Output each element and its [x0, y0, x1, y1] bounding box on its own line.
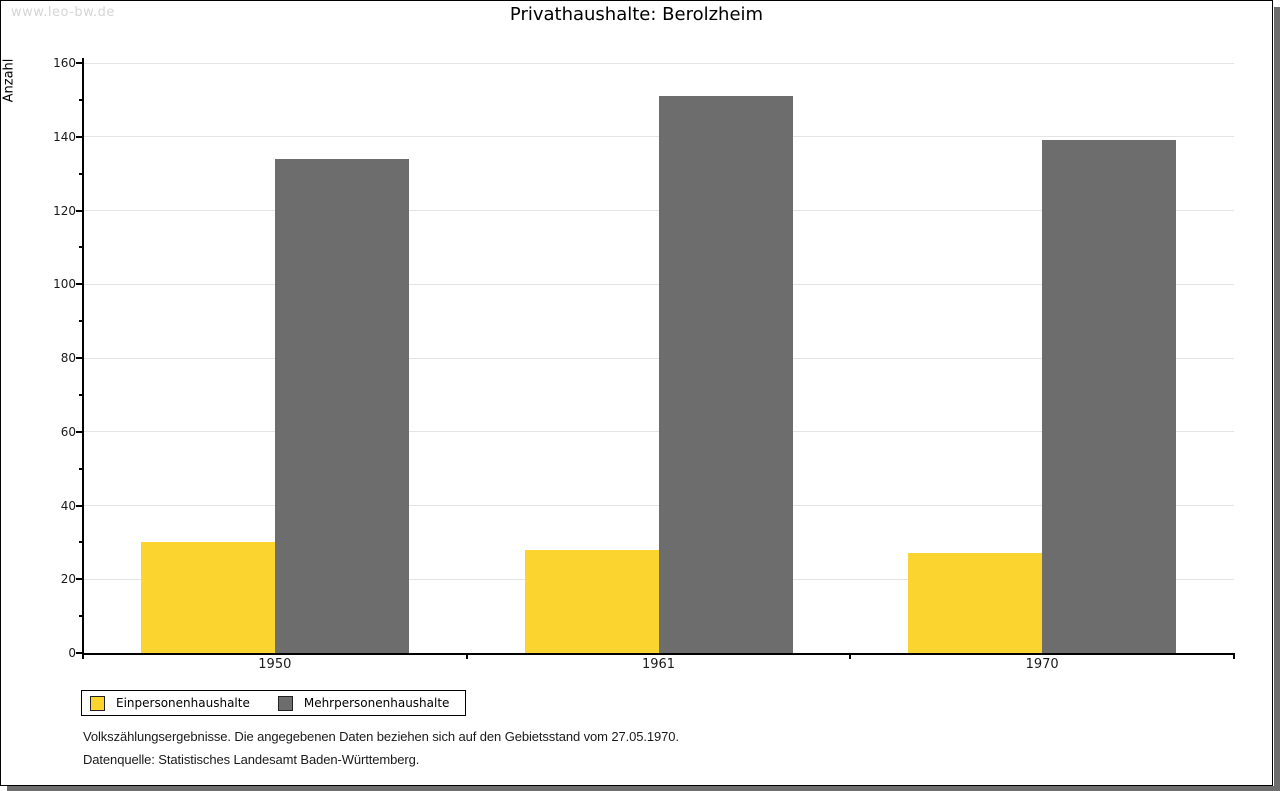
chart-title: Privathaushalte: Berolzheim: [509, 4, 764, 25]
y-major-tick-0: [76, 652, 83, 654]
x-axis-line: [82, 653, 1235, 655]
footnote-gebietsstand: Volkszählungsergebnisse. Die angegebenen…: [83, 729, 679, 744]
y-tick-label-160: 160: [53, 56, 76, 70]
x-boundary-tick-3: [1233, 653, 1235, 659]
y-minor-tick-70: [79, 393, 83, 396]
x-boundary-tick-1: [465, 653, 468, 659]
y-major-tick-40: [76, 504, 83, 507]
y-tick-label-100: 100: [53, 277, 76, 292]
y-minor-tick-10: [79, 615, 83, 618]
legend: Einpersonenhaushalte Mehrpersonenhaushal…: [81, 690, 467, 716]
y-major-tick-80: [76, 357, 83, 359]
y-axis-line: [82, 58, 84, 655]
y-tick-label-120: 120: [53, 203, 76, 218]
legend-label-einpersonenhaushalte: Einpersonenhaushalte: [116, 696, 250, 710]
x-tick-label-1961: 1961: [641, 657, 676, 672]
bar-mehrpersonenhaushalte-1961: [658, 96, 793, 653]
bar-mehrpersonenhaushalte-1970: [1042, 140, 1177, 653]
watermark: www.leo-bw.de: [11, 5, 115, 20]
y-tick-label-40: 40: [60, 498, 76, 513]
x-boundary-tick-0: [82, 653, 84, 659]
y-minor-tick-90: [79, 320, 83, 323]
y-tick-label-0: 0: [68, 646, 76, 660]
y-major-tick-20: [76, 578, 83, 581]
y-major-tick-100: [76, 283, 83, 286]
legend-label-mehrpersonenhaushalte: Mehrpersonenhaushalte: [303, 696, 450, 710]
y-tick-label-60: 60: [60, 424, 76, 439]
footnote-datenquelle: Datenquelle: Statistisches Landesamt Bad…: [83, 752, 420, 767]
y-tick-label-140: 140: [53, 129, 76, 144]
y-major-tick-140: [76, 135, 83, 138]
y-minor-tick-150: [79, 98, 83, 101]
legend-swatch-mehrpersonenhaushalte: [277, 695, 293, 711]
y-major-tick-120: [76, 209, 83, 212]
bar-einpersonenhaushalte-1961: [524, 549, 659, 653]
x-tick-label-1950: 1950: [258, 657, 292, 672]
bar-einpersonenhaushalte-1950: [140, 542, 275, 653]
bar-einpersonenhaushalte-1970: [908, 553, 1043, 653]
y-minor-tick-130: [79, 172, 83, 175]
x-tick-label-1970: 1970: [1025, 657, 1059, 672]
y-major-tick-60: [76, 430, 83, 433]
y-tick-label-80: 80: [60, 351, 76, 365]
x-boundary-tick-2: [849, 653, 852, 659]
card-shadow-bottom: [7, 786, 1280, 791]
gridline-160: [83, 62, 1234, 64]
y-minor-tick-30: [79, 541, 83, 544]
y-minor-tick-110: [79, 246, 83, 249]
bar-mehrpersonenhaushalte-1950: [274, 158, 409, 653]
y-major-tick-160: [76, 62, 83, 64]
y-minor-tick-50: [79, 467, 83, 470]
legend-swatch-einpersonenhaushalte: [90, 695, 105, 711]
card-shadow-right: [1274, 7, 1280, 791]
y-tick-label-20: 20: [60, 572, 76, 587]
